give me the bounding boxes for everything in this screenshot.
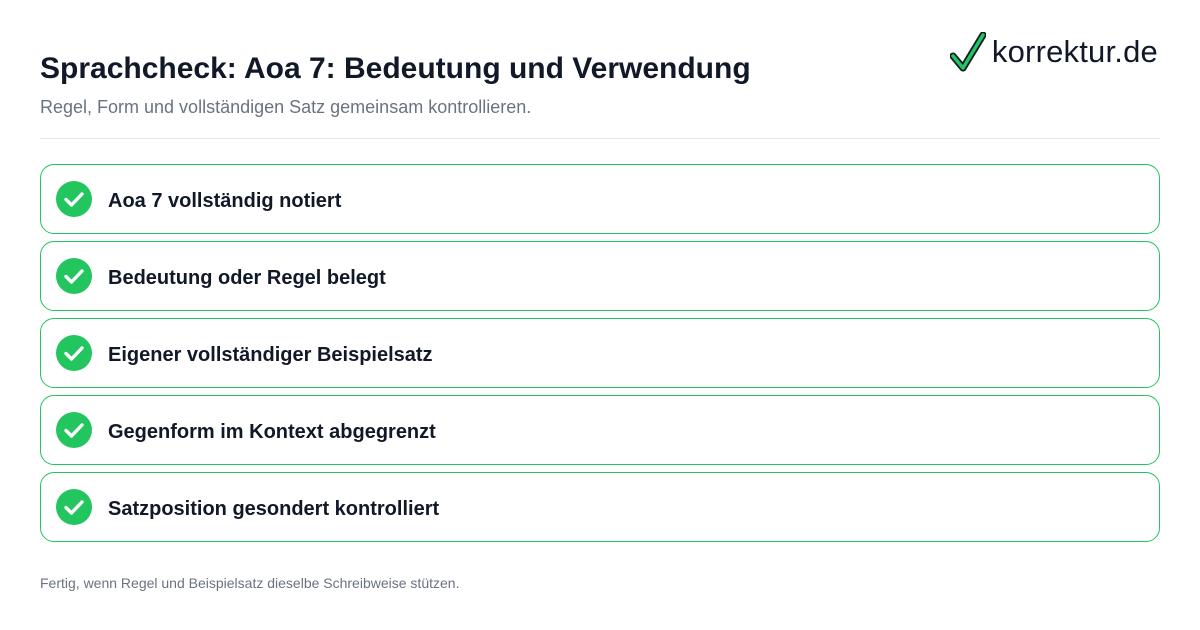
- checklist-item: Bedeutung oder Regel belegt: [40, 241, 1160, 311]
- checklist-item-label: Aoa 7 vollständig notiert: [108, 190, 342, 212]
- brand-logo: korrektur.de: [949, 30, 1158, 74]
- check-circle-icon: [56, 181, 92, 217]
- checkmark-icon: [949, 32, 986, 72]
- page-subtitle: Regel, Form und vollständigen Satz gemei…: [40, 97, 532, 117]
- checklist: Aoa 7 vollständig notiert Bedeutung oder…: [40, 164, 1160, 549]
- checklist-item: Gegenform im Kontext abgegrenzt: [40, 395, 1160, 465]
- checklist-item-label: Gegenform im Kontext abgegrenzt: [108, 421, 436, 443]
- check-circle-icon: [56, 489, 92, 525]
- page-header: Sprachcheck: Aoa 7: Bedeutung und Verwen…: [40, 0, 1160, 139]
- checklist-item-label: Satzposition gesondert kontrolliert: [108, 498, 440, 520]
- checklist-item-label: Bedeutung oder Regel belegt: [108, 267, 386, 289]
- checklist-item: Eigener vollständiger Beispielsatz: [40, 318, 1160, 388]
- check-circle-icon: [56, 258, 92, 294]
- checklist-item-label: Eigener vollständiger Beispielsatz: [108, 344, 433, 366]
- check-circle-icon: [56, 335, 92, 371]
- footer-note: Fertig, wenn Regel und Beispielsatz dies…: [40, 575, 460, 591]
- checklist-item: Aoa 7 vollständig notiert: [40, 164, 1160, 234]
- checklist-item: Satzposition gesondert kontrolliert: [40, 472, 1160, 542]
- brand-name: korrektur.de: [991, 34, 1158, 69]
- page-title: Sprachcheck: Aoa 7: Bedeutung und Verwen…: [40, 52, 751, 85]
- check-circle-icon: [56, 412, 92, 448]
